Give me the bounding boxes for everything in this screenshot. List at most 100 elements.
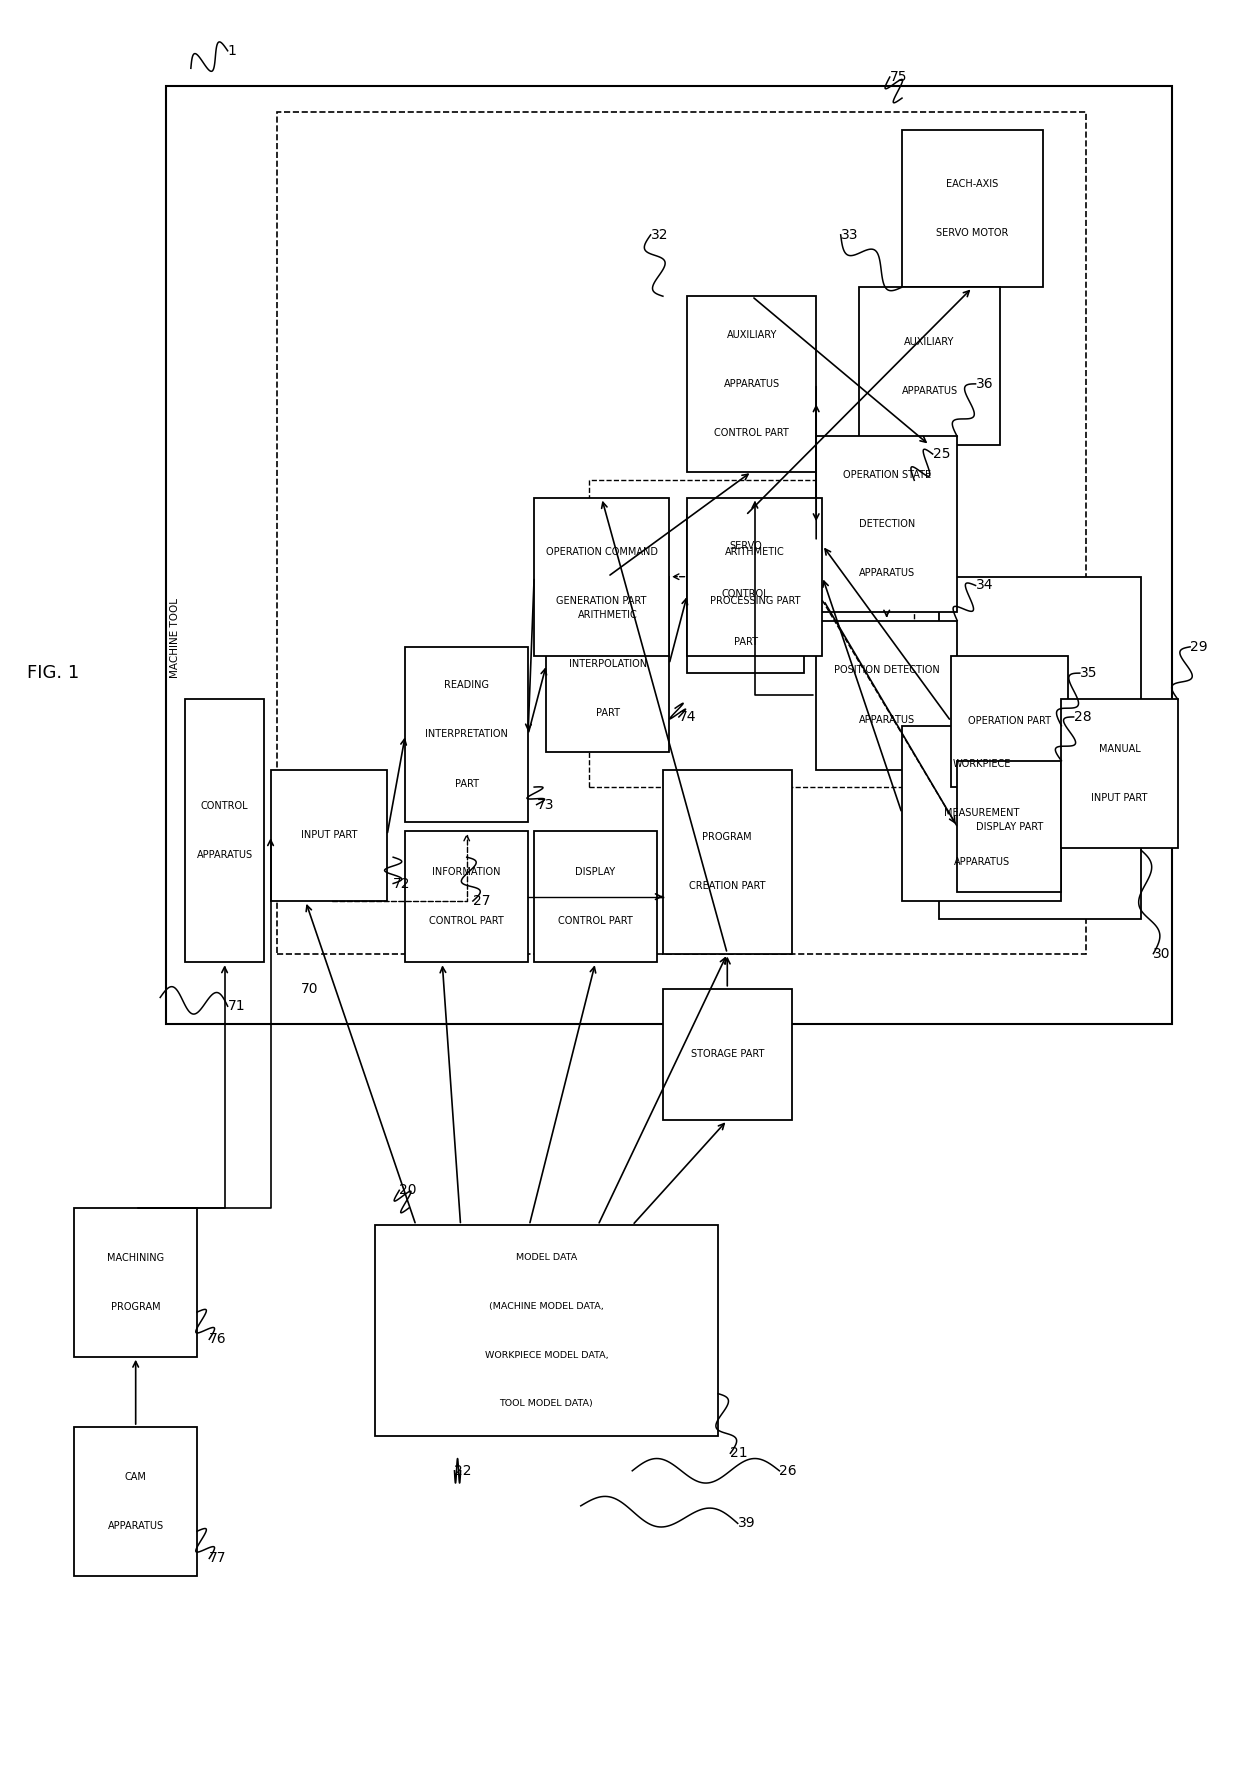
- Text: PROGRAM: PROGRAM: [110, 1302, 160, 1311]
- Bar: [951, 656, 1068, 786]
- Text: 26: 26: [780, 1463, 797, 1477]
- Text: WORKPIECE: WORKPIECE: [952, 760, 1011, 769]
- Text: CONTROL PART: CONTROL PART: [429, 917, 505, 926]
- Text: 77: 77: [210, 1551, 227, 1566]
- Text: TOOL MODEL DATA): TOOL MODEL DATA): [500, 1399, 593, 1408]
- Text: DISPLAY: DISPLAY: [575, 868, 615, 876]
- Text: MODEL DATA: MODEL DATA: [516, 1253, 577, 1262]
- Text: MACHINING: MACHINING: [107, 1253, 164, 1263]
- Bar: [166, 87, 1172, 1023]
- Bar: [663, 770, 791, 954]
- Text: PROGRAM: PROGRAM: [703, 832, 753, 843]
- Text: FIG. 1: FIG. 1: [27, 664, 79, 682]
- Text: PART: PART: [734, 638, 758, 647]
- Text: 39: 39: [738, 1516, 755, 1530]
- Text: 25: 25: [932, 447, 950, 461]
- Text: 22: 22: [455, 1463, 472, 1477]
- Text: DETECTION: DETECTION: [858, 519, 915, 528]
- Bar: [589, 481, 914, 786]
- Text: 70: 70: [301, 982, 319, 995]
- Text: 71: 71: [228, 998, 246, 1012]
- Text: CONTROL: CONTROL: [201, 802, 248, 811]
- Text: CAM: CAM: [125, 1472, 146, 1483]
- Bar: [374, 1225, 718, 1437]
- Bar: [816, 436, 957, 611]
- Text: 73: 73: [537, 797, 554, 811]
- Text: STORAGE PART: STORAGE PART: [691, 1050, 764, 1060]
- Text: PART: PART: [595, 709, 620, 719]
- Bar: [687, 516, 804, 673]
- Bar: [901, 726, 1061, 901]
- Text: AUXILIARY: AUXILIARY: [904, 337, 955, 346]
- Text: MACHINE TOOL: MACHINE TOOL: [170, 597, 180, 679]
- Text: CONTROL: CONTROL: [722, 588, 770, 599]
- Text: OPERATION COMMAND: OPERATION COMMAND: [546, 548, 657, 557]
- Text: INFORMATION: INFORMATION: [433, 868, 501, 876]
- Bar: [270, 770, 387, 901]
- Bar: [901, 129, 1043, 288]
- Text: 29: 29: [1190, 640, 1208, 654]
- Text: EACH-AXIS: EACH-AXIS: [946, 178, 998, 189]
- Text: WORKPIECE MODEL DATA,: WORKPIECE MODEL DATA,: [485, 1350, 609, 1359]
- Bar: [687, 297, 816, 472]
- Text: 30: 30: [1153, 947, 1171, 961]
- Text: SERVO: SERVO: [729, 541, 763, 551]
- Bar: [957, 762, 1061, 892]
- Text: OPERATION PART: OPERATION PART: [967, 716, 1050, 726]
- Text: APPARATUS: APPARATUS: [108, 1521, 164, 1530]
- Bar: [859, 288, 1001, 445]
- Text: CONTROL PART: CONTROL PART: [558, 917, 632, 926]
- Text: (MACHINE MODEL DATA,: (MACHINE MODEL DATA,: [489, 1302, 604, 1311]
- Bar: [74, 1209, 197, 1357]
- Bar: [277, 111, 1086, 954]
- Text: 72: 72: [393, 876, 410, 891]
- Bar: [547, 576, 670, 753]
- Bar: [816, 620, 957, 770]
- Text: APPARATUS: APPARATUS: [196, 850, 253, 861]
- Text: 33: 33: [841, 228, 858, 242]
- Text: APPARATUS: APPARATUS: [724, 378, 780, 389]
- Text: DISPLAY PART: DISPLAY PART: [976, 822, 1043, 832]
- Text: 21: 21: [730, 1445, 748, 1460]
- Text: INPUT PART: INPUT PART: [1091, 793, 1148, 804]
- Text: CREATION PART: CREATION PART: [689, 882, 765, 891]
- Bar: [74, 1428, 197, 1576]
- Text: AUXILIARY: AUXILIARY: [727, 330, 777, 339]
- Bar: [185, 700, 264, 963]
- Text: 20: 20: [399, 1184, 417, 1198]
- Bar: [405, 647, 528, 822]
- Text: 1: 1: [228, 44, 237, 58]
- Text: 76: 76: [210, 1332, 227, 1346]
- Bar: [663, 990, 791, 1120]
- Text: PART: PART: [455, 779, 479, 788]
- Text: 27: 27: [472, 894, 490, 908]
- Text: INTERPOLATION: INTERPOLATION: [569, 659, 647, 670]
- Text: APPARATUS: APPARATUS: [858, 714, 915, 724]
- Text: 34: 34: [976, 578, 993, 592]
- Text: APPARATUS: APPARATUS: [954, 857, 1009, 868]
- Text: ARITHMETIC: ARITHMETIC: [725, 548, 785, 557]
- Bar: [534, 830, 657, 963]
- Text: READING: READING: [444, 680, 490, 691]
- Text: APPARATUS: APPARATUS: [858, 569, 915, 578]
- Text: 35: 35: [1080, 666, 1097, 680]
- Text: MEASUREMENT: MEASUREMENT: [944, 808, 1019, 818]
- Text: POSITION DETECTION: POSITION DETECTION: [833, 666, 940, 675]
- Bar: [687, 498, 822, 656]
- Text: 36: 36: [976, 376, 993, 391]
- Text: INPUT PART: INPUT PART: [300, 830, 357, 841]
- Text: ARITHMETIC: ARITHMETIC: [578, 610, 637, 620]
- Text: MANUAL: MANUAL: [1099, 744, 1141, 755]
- Bar: [1061, 700, 1178, 848]
- Text: 28: 28: [1074, 710, 1091, 724]
- Text: GENERATION PART: GENERATION PART: [557, 595, 647, 606]
- Bar: [939, 576, 1141, 919]
- Text: SERVO MOTOR: SERVO MOTOR: [936, 228, 1008, 239]
- Text: PROCESSING PART: PROCESSING PART: [709, 595, 800, 606]
- Text: 32: 32: [651, 228, 668, 242]
- Text: APPARATUS: APPARATUS: [901, 385, 957, 396]
- Text: INTERPRETATION: INTERPRETATION: [425, 730, 508, 739]
- Text: OPERATION STATE: OPERATION STATE: [843, 470, 931, 481]
- Text: 74: 74: [678, 710, 697, 724]
- Bar: [534, 498, 670, 656]
